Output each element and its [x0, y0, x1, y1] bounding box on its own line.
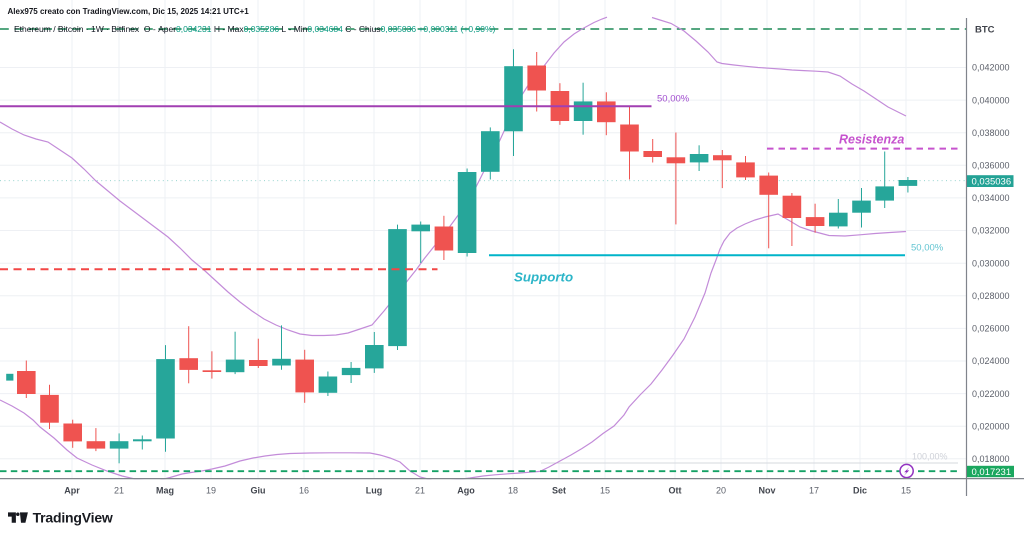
svg-text:19: 19 — [206, 486, 216, 496]
svg-text:0,042000: 0,042000 — [972, 63, 1010, 73]
svg-text:BTC: BTC — [975, 24, 995, 35]
svg-text:Mag: Mag — [156, 486, 174, 496]
svg-text:0,035036: 0,035036 — [972, 177, 1012, 188]
svg-text:20: 20 — [716, 486, 726, 496]
svg-text:Resistenza: Resistenza — [839, 133, 904, 147]
svg-text:TradingView: TradingView — [33, 510, 113, 526]
svg-text:0,040000: 0,040000 — [972, 95, 1010, 105]
svg-text:15: 15 — [901, 486, 911, 496]
svg-text:0,036000: 0,036000 — [972, 161, 1010, 171]
svg-text:21: 21 — [415, 486, 425, 496]
svg-text:16: 16 — [299, 486, 309, 496]
svg-text:0,032000: 0,032000 — [972, 226, 1010, 236]
svg-text:18: 18 — [508, 486, 518, 496]
svg-text:Ago: Ago — [457, 486, 475, 496]
svg-text:0,018000: 0,018000 — [972, 454, 1010, 464]
svg-text:Nov: Nov — [758, 486, 775, 496]
svg-text:0,022000: 0,022000 — [972, 389, 1010, 399]
svg-text:0,026000: 0,026000 — [972, 324, 1010, 334]
svg-text:Ethereum / Bitcoin · 1W · Bitf: Ethereum / Bitcoin · 1W · Bitfinex O - A… — [14, 24, 496, 34]
svg-text:0,038000: 0,038000 — [972, 128, 1010, 138]
svg-text:Dic: Dic — [853, 486, 867, 496]
svg-text:15: 15 — [600, 486, 610, 496]
svg-text:100,00%: 100,00% — [912, 452, 948, 462]
svg-text:Giu: Giu — [251, 486, 266, 496]
svg-text:Set: Set — [552, 486, 566, 496]
svg-text:Apr: Apr — [64, 486, 80, 496]
svg-text:21: 21 — [114, 486, 124, 496]
svg-text:17: 17 — [809, 486, 819, 496]
svg-text:0,030000: 0,030000 — [972, 258, 1010, 268]
svg-text:0,020000: 0,020000 — [972, 421, 1010, 431]
svg-text:50,00%: 50,00% — [657, 94, 690, 105]
svg-text:0,034000: 0,034000 — [972, 193, 1010, 203]
svg-text:0,017231: 0,017231 — [972, 467, 1012, 478]
svg-text:Supporto: Supporto — [514, 269, 573, 284]
svg-text:Ott: Ott — [669, 486, 682, 496]
svg-text:Lug: Lug — [366, 486, 383, 496]
svg-text:Alex975 creato con TradingView: Alex975 creato con TradingView.com, Dic … — [8, 7, 250, 16]
svg-text:0,024000: 0,024000 — [972, 356, 1010, 366]
svg-text:50,00%: 50,00% — [911, 243, 944, 254]
svg-text:0,028000: 0,028000 — [972, 291, 1010, 301]
